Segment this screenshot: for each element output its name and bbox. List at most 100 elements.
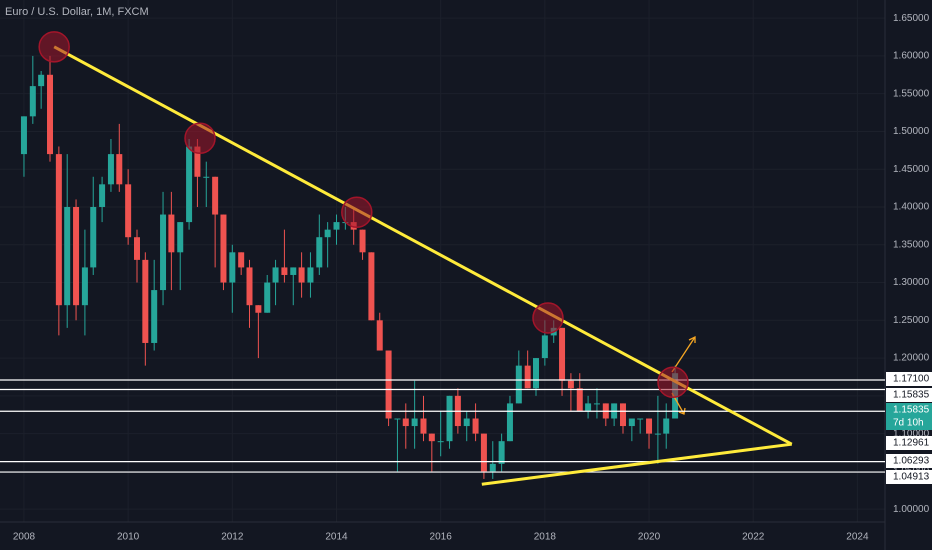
candle-body bbox=[506, 403, 513, 442]
candle-body bbox=[559, 327, 566, 381]
touch-point bbox=[341, 196, 373, 229]
countdown: 7d 10h bbox=[893, 418, 924, 429]
candle-body bbox=[264, 282, 271, 313]
x-tick-label: 2022 bbox=[742, 532, 765, 543]
level-label: 1.04913 bbox=[893, 472, 930, 483]
candle-body bbox=[281, 267, 288, 275]
candle-body bbox=[619, 403, 626, 427]
candle-body bbox=[524, 365, 531, 389]
candle-body bbox=[186, 146, 193, 223]
x-tick-label: 2016 bbox=[430, 532, 453, 543]
y-tick-label: 1.55000 bbox=[893, 88, 930, 99]
candle-body bbox=[498, 441, 505, 464]
level-label: 1.06293 bbox=[893, 456, 930, 467]
touch-point bbox=[532, 302, 564, 334]
candle-body bbox=[255, 305, 262, 313]
chart-title: Euro / U.S. Dollar, 1M, FXCM bbox=[5, 6, 149, 18]
last-price-box bbox=[886, 403, 932, 430]
candle-body bbox=[480, 433, 487, 472]
candle-body bbox=[238, 252, 245, 268]
level-label-box bbox=[886, 454, 932, 468]
arrow-head bbox=[678, 407, 686, 415]
y-tick-label: 1.40000 bbox=[893, 202, 930, 213]
candle-body bbox=[637, 418, 644, 420]
candle-body bbox=[212, 176, 219, 215]
level-label: 1.17100 bbox=[893, 374, 930, 385]
candle-body bbox=[333, 222, 340, 230]
y-tick-label: 1.45000 bbox=[893, 164, 930, 175]
annotations bbox=[0, 31, 885, 486]
level-label: 1.15835 bbox=[893, 390, 930, 401]
x-tick-label: 2018 bbox=[534, 532, 557, 543]
candle-body bbox=[168, 214, 175, 253]
candle-body bbox=[463, 418, 470, 427]
x-tick-label: 2024 bbox=[846, 532, 869, 543]
y-tick-label: 1.65000 bbox=[893, 13, 930, 24]
candle-body bbox=[376, 320, 383, 351]
candle-body bbox=[541, 335, 548, 359]
candle-body bbox=[428, 433, 435, 442]
candle-body bbox=[298, 267, 305, 283]
y-tick-label: 1.35000 bbox=[893, 239, 930, 250]
candle-body bbox=[411, 418, 418, 427]
candle-body bbox=[385, 350, 392, 419]
level-label-box bbox=[886, 372, 932, 386]
candle-body bbox=[246, 267, 253, 306]
candle-body bbox=[151, 290, 158, 343]
arrow-up bbox=[671, 336, 696, 373]
candle-body bbox=[394, 418, 401, 420]
candle-body bbox=[160, 214, 167, 291]
y-tick-label: 1.10000 bbox=[893, 428, 930, 439]
candle-body bbox=[203, 176, 210, 178]
candle-body bbox=[437, 441, 444, 443]
y-tick-label: 1.50000 bbox=[893, 126, 930, 137]
candle-body bbox=[420, 418, 427, 434]
y-tick-label: 1.20000 bbox=[893, 353, 930, 364]
candle-body bbox=[107, 154, 114, 185]
candle-body bbox=[38, 74, 45, 87]
candle-body bbox=[593, 403, 600, 405]
candle-body bbox=[20, 116, 27, 155]
candle-body bbox=[81, 267, 88, 306]
candle-body bbox=[125, 184, 132, 238]
candle-body bbox=[64, 206, 71, 306]
axes: 1.000001.050001.100001.150001.200001.250… bbox=[13, 13, 932, 543]
y-tick-label: 1.30000 bbox=[893, 277, 930, 288]
candle-body bbox=[446, 395, 453, 442]
candle-body bbox=[194, 146, 201, 177]
candle-body bbox=[628, 418, 635, 427]
trendline bbox=[481, 442, 792, 486]
candle-body bbox=[359, 229, 366, 253]
x-tick-label: 2012 bbox=[221, 532, 244, 543]
candle-body bbox=[646, 418, 653, 434]
candle-body bbox=[576, 388, 583, 411]
level-label: 1.12961 bbox=[893, 438, 930, 449]
candle-body bbox=[29, 86, 36, 117]
x-tick-label: 2010 bbox=[117, 532, 140, 543]
candle-body bbox=[47, 74, 54, 155]
candle-body bbox=[116, 154, 123, 185]
touch-point bbox=[38, 31, 70, 63]
candle-body bbox=[229, 252, 236, 283]
candle-body bbox=[533, 358, 540, 389]
candle-body bbox=[585, 403, 592, 411]
candle-body bbox=[272, 267, 279, 283]
y-tick-label: 1.60000 bbox=[893, 51, 930, 62]
candle-body bbox=[663, 418, 670, 434]
candle-body bbox=[402, 418, 409, 427]
x-tick-label: 2014 bbox=[325, 532, 348, 543]
candle-body bbox=[220, 214, 227, 283]
y-tick-label: 1.25000 bbox=[893, 315, 930, 326]
y-tick-label: 1.00000 bbox=[893, 504, 930, 515]
x-tick-label: 2020 bbox=[638, 532, 661, 543]
candle-body bbox=[133, 237, 140, 260]
candle-body bbox=[142, 259, 149, 343]
level-label-box bbox=[886, 470, 932, 484]
x-tick-label: 2008 bbox=[13, 532, 36, 543]
level-label-box bbox=[886, 436, 932, 450]
candle-body bbox=[324, 229, 331, 238]
candle-body bbox=[567, 380, 574, 389]
candle-body bbox=[290, 267, 297, 275]
